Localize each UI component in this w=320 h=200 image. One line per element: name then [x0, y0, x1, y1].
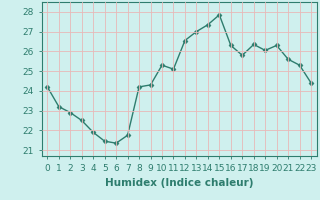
X-axis label: Humidex (Indice chaleur): Humidex (Indice chaleur) [105, 178, 253, 188]
